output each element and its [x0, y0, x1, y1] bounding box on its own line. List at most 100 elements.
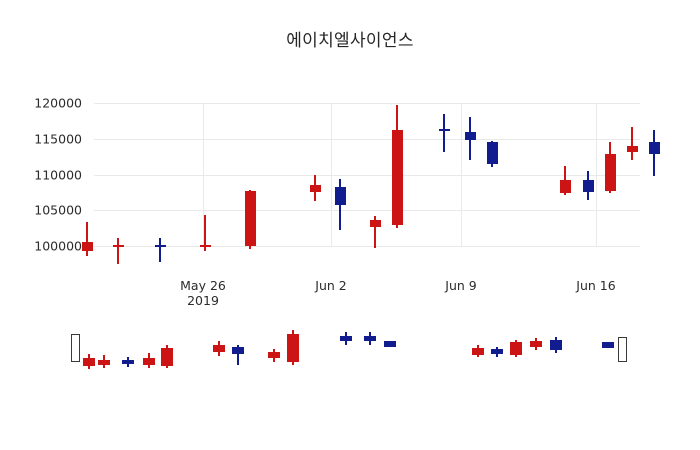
- candlestick-body: [244, 190, 256, 246]
- x-axis-tick-label: May 26 2019: [180, 278, 226, 308]
- gridline-horizontal: [94, 210, 640, 212]
- candlestick: [244, 103, 256, 249]
- volume-bar: [143, 0, 155, 450]
- candlestick-body: [199, 244, 211, 247]
- x-axis-tick-label: Jun 9: [445, 278, 476, 293]
- y-axis-labels: 100000 105000 110000 115000 120000: [0, 96, 88, 254]
- y-axis-tick-label: 100000: [34, 238, 82, 254]
- candlestick: [81, 103, 93, 256]
- x-axis-tick-label-line: Jun 9: [445, 278, 477, 293]
- candlestick: [582, 103, 594, 246]
- candlestick: [464, 103, 476, 246]
- volume-bar-body: [83, 358, 95, 366]
- volume-bar-body: [70, 334, 80, 362]
- y-axis-tick-label: 120000: [34, 95, 82, 111]
- gridline-vertical: [461, 103, 462, 246]
- x-axis-tick-label: Jun 16: [576, 278, 615, 293]
- x-axis-tick-label-line: 2019: [187, 293, 219, 308]
- volume-bar: [616, 0, 628, 450]
- volume-bar: [472, 0, 484, 450]
- candlestick: [604, 103, 616, 246]
- volume-bar-body: [617, 337, 627, 362]
- candlestick-body: [154, 244, 166, 247]
- volume-bar: [550, 0, 562, 450]
- volume-bar-body: [213, 345, 225, 352]
- x-axis-tick-label-line: Jun 2: [315, 278, 347, 293]
- volume-bar: [122, 0, 134, 450]
- volume-bar-body: [602, 342, 614, 348]
- gridline-vertical: [203, 103, 204, 246]
- candlestick: [112, 103, 124, 264]
- candlestick-wick: [86, 221, 88, 256]
- chart-title: 에이치엘사이언스: [286, 31, 414, 51]
- candlestick-body: [486, 142, 498, 164]
- volume-bar: [83, 0, 95, 450]
- candlestick-wick: [159, 238, 161, 262]
- volume-bar-body: [491, 349, 503, 354]
- candlestick-body: [438, 128, 450, 131]
- volume-bar: [530, 0, 542, 450]
- gridline-vertical: [596, 103, 597, 246]
- volume-bar-body: [340, 336, 352, 341]
- x-axis-tick-label: Jun 2: [315, 278, 346, 293]
- candlestick-body: [369, 220, 381, 228]
- candlestick-wick: [631, 126, 633, 161]
- gridline-horizontal: [94, 103, 640, 104]
- candlestick-body: [334, 187, 346, 205]
- y-axis-tick-label: 115000: [34, 131, 82, 147]
- volume-bar-body: [550, 340, 562, 350]
- volume-bar-body: [510, 342, 522, 355]
- candlestick: [559, 103, 571, 246]
- candlestick: [154, 103, 166, 262]
- volume-bar-body: [472, 348, 484, 355]
- candlestick-body: [559, 180, 571, 194]
- candlestick: [486, 103, 498, 246]
- gridline-horizontal: [94, 174, 640, 176]
- candlestick-wick: [117, 238, 119, 264]
- y-axis-tick-label: 105000: [34, 202, 82, 218]
- y-axis-tick-label: 110000: [34, 167, 82, 182]
- volume-bar-body: [364, 336, 376, 341]
- candlestick-body: [604, 154, 616, 191]
- volume-bar: [161, 0, 173, 450]
- volume-bar-body: [268, 352, 280, 358]
- candlestick: [199, 103, 211, 251]
- gridline-horizontal: [94, 246, 640, 247]
- volume-bar-wick: [237, 345, 239, 365]
- candlestick-wick: [374, 215, 376, 249]
- volume-bar: [69, 0, 81, 450]
- candlestick: [309, 103, 321, 246]
- gridline-horizontal: [94, 138, 640, 140]
- candlestick-wick: [339, 178, 341, 231]
- candlestick-body: [391, 130, 403, 226]
- x-axis-labels: May 26 2019 Jun 2 Jun 9 Jun 16: [0, 278, 700, 318]
- volume-bar: [602, 0, 614, 450]
- volume-bar: [364, 0, 376, 450]
- volume-bar: [491, 0, 503, 450]
- x-axis-tick-label-line: Jun 16: [576, 278, 616, 293]
- candlestick-wick: [204, 215, 206, 251]
- volume-bar-body: [143, 358, 155, 365]
- candlestick-body: [648, 141, 660, 155]
- volume-bar-body: [530, 341, 542, 347]
- volume-bar: [384, 0, 396, 450]
- candlestick-body: [464, 131, 476, 141]
- candlestick-body: [81, 241, 93, 251]
- candlestick: [334, 103, 346, 246]
- volume-bar: [287, 0, 299, 450]
- volume-bar: [340, 0, 352, 450]
- candlestick: [391, 103, 403, 246]
- candlestick-body: [626, 145, 638, 152]
- volume-bar-body: [122, 360, 134, 364]
- candlestick: [648, 103, 660, 246]
- volume-bar-body: [161, 348, 173, 366]
- gridline-vertical: [331, 103, 332, 246]
- volume-bar-body: [287, 334, 299, 362]
- candlestick-body: [112, 245, 124, 248]
- candlestick: [438, 103, 450, 246]
- candlestick: [626, 103, 638, 246]
- volume-bar-body: [98, 360, 110, 365]
- x-axis-tick-label-line: May 26: [180, 278, 226, 293]
- candlestick-body: [582, 180, 594, 192]
